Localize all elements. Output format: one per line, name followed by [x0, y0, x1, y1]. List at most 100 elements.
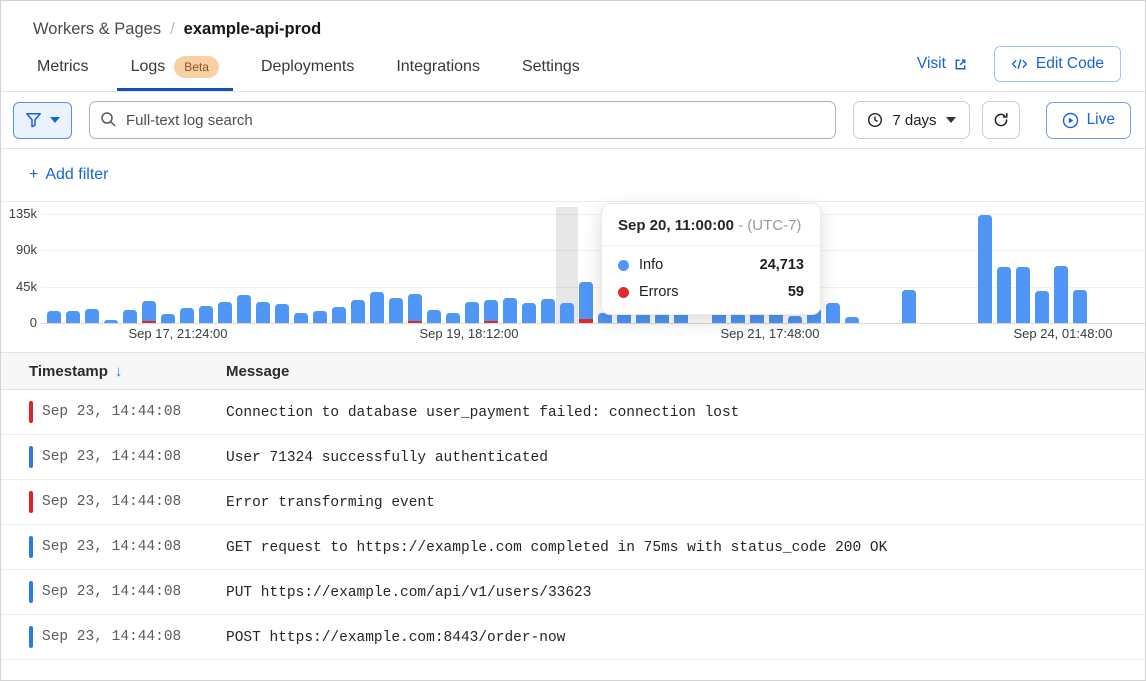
- chart-bar[interactable]: [123, 310, 137, 323]
- search-input[interactable]: [89, 101, 837, 139]
- edit-code-button[interactable]: Edit Code: [993, 46, 1121, 82]
- visit-link[interactable]: Visit: [917, 55, 968, 73]
- search-wrap: [89, 101, 837, 139]
- log-level-indicator: [29, 446, 33, 468]
- chart-bar[interactable]: [522, 302, 536, 323]
- time-range-label: 7 days: [892, 111, 937, 129]
- chart-bar[interactable]: [199, 306, 213, 323]
- chart-bar[interactable]: [427, 310, 441, 323]
- chart-bar[interactable]: [1016, 267, 1030, 323]
- chart-bar[interactable]: [902, 289, 916, 323]
- add-filter-button[interactable]: + Add filter: [29, 166, 108, 184]
- chart-bar[interactable]: [275, 303, 289, 323]
- refresh-button[interactable]: [981, 101, 1020, 139]
- tab-integrations[interactable]: Integrations: [382, 45, 494, 91]
- tab-bar: Metrics Logs Beta Deployments Integratio…: [1, 39, 1145, 92]
- chart-bar[interactable]: [66, 310, 80, 323]
- gridline: [41, 323, 1145, 324]
- table-row[interactable]: Sep 23, 14:44:08 User 71324 successfully…: [1, 435, 1145, 480]
- tab-settings[interactable]: Settings: [508, 45, 594, 91]
- chart-bar[interactable]: [389, 297, 403, 323]
- series-label: Info: [639, 257, 664, 273]
- timestamp-cell: Sep 23, 14:44:08: [1, 446, 226, 468]
- message-cell: Error transforming event: [226, 493, 435, 511]
- refresh-icon: [992, 111, 1010, 129]
- tab-deployments[interactable]: Deployments: [247, 45, 368, 91]
- chart-bar[interactable]: [598, 313, 612, 323]
- beta-badge: Beta: [174, 55, 219, 78]
- x-axis-tick: Sep 19, 18:12:00: [419, 326, 519, 341]
- breadcrumb: Workers & Pages / example-api-prod: [33, 20, 1117, 39]
- tab-label: Settings: [521, 57, 580, 75]
- top-bar: Workers & Pages / example-api-prod: [1, 1, 1145, 39]
- time-range-dropdown[interactable]: 7 days: [853, 101, 970, 139]
- table-row[interactable]: Sep 23, 14:44:08 POST https://example.co…: [1, 615, 1145, 660]
- chart-bar[interactable]: [465, 302, 479, 323]
- chart-bar[interactable]: [560, 303, 574, 323]
- chart-bar[interactable]: [826, 302, 840, 323]
- filter-menu-button[interactable]: [13, 101, 72, 139]
- chart-bar[interactable]: [484, 300, 498, 323]
- chart-bar[interactable]: [218, 302, 232, 323]
- log-volume-chart: 135k 90k 45k 0 Sep 17, 21:24:00 Sep 19, 18:12…: [1, 202, 1145, 352]
- chart-bar[interactable]: [408, 294, 422, 323]
- gridline: [41, 214, 1145, 215]
- log-message: User 71324 successfully authenticated: [226, 450, 548, 466]
- log-timestamp: Sep 23, 14:44:08: [42, 404, 182, 420]
- sort-desc-icon[interactable]: ↓: [114, 362, 123, 380]
- chart-bar[interactable]: [541, 298, 555, 323]
- chart-bar[interactable]: [731, 311, 745, 323]
- breadcrumb-workers-pages[interactable]: Workers & Pages: [33, 20, 162, 38]
- chart-bar[interactable]: [1054, 266, 1068, 323]
- chart-bar[interactable]: [142, 300, 156, 323]
- log-message: GET request to https://example.com compl…: [226, 540, 888, 556]
- log-timestamp: Sep 23, 14:44:08: [42, 494, 182, 510]
- code-icon: [1011, 57, 1028, 71]
- chart-bar[interactable]: [1035, 290, 1049, 323]
- chart-bar[interactable]: [313, 310, 327, 323]
- column-header-timestamp[interactable]: Timestamp ↓: [29, 362, 123, 380]
- chart-bar[interactable]: [104, 319, 118, 323]
- message-cell: PUT https://example.com/api/v1/users/336…: [226, 583, 591, 601]
- tooltip-timezone: - (UTC-7): [738, 217, 802, 234]
- chart-bar[interactable]: [85, 309, 99, 323]
- chart-bar[interactable]: [237, 294, 251, 323]
- log-table: Timestamp ↓ Message Sep 23, 14:44:08 Con…: [1, 352, 1145, 660]
- chart-bar[interactable]: [180, 307, 194, 323]
- chart-bar[interactable]: [370, 292, 384, 323]
- tab-metrics[interactable]: Metrics: [23, 45, 103, 91]
- hover-highlight-band: [556, 207, 578, 323]
- tab-logs[interactable]: Logs Beta: [116, 45, 233, 91]
- header-actions: Visit Edit Code: [917, 45, 1121, 91]
- column-header-message[interactable]: Message: [226, 362, 290, 380]
- chart-bar[interactable]: [256, 302, 270, 323]
- live-button[interactable]: Live: [1045, 101, 1131, 139]
- table-row[interactable]: Sep 23, 14:44:08 GET request to https://…: [1, 525, 1145, 570]
- chart-bar[interactable]: [332, 306, 346, 323]
- table-row[interactable]: Sep 23, 14:44:08 Connection to database …: [1, 390, 1145, 435]
- gridline: [41, 286, 1145, 288]
- table-body: Sep 23, 14:44:08 Connection to database …: [1, 390, 1145, 660]
- chart-bar[interactable]: [997, 267, 1011, 323]
- chart-tooltip: Sep 20, 11:00:00 - (UTC-7) Info 24,713 E…: [601, 203, 821, 315]
- series-label: Errors: [639, 284, 679, 300]
- chart-bar[interactable]: [978, 214, 992, 323]
- chart-bar[interactable]: [294, 313, 308, 323]
- chart-bar[interactable]: [788, 315, 802, 323]
- chart-bar[interactable]: [579, 281, 593, 323]
- add-filter-row: + Add filter: [1, 149, 1145, 202]
- chart-bar[interactable]: [845, 316, 859, 323]
- chevron-down-icon: [945, 117, 956, 123]
- chart-bar[interactable]: [351, 300, 365, 323]
- chart-bar[interactable]: [47, 310, 61, 323]
- chart-bar[interactable]: [446, 313, 460, 323]
- chart-bar[interactable]: [503, 297, 517, 323]
- y-axis-tick: 135k: [8, 206, 37, 221]
- timestamp-cell: Sep 23, 14:44:08: [1, 626, 226, 648]
- table-row[interactable]: Sep 23, 14:44:08 PUT https://example.com…: [1, 570, 1145, 615]
- external-link-icon: [953, 57, 968, 72]
- chart-bar[interactable]: [161, 314, 175, 323]
- chart-bar[interactable]: [1073, 289, 1087, 323]
- table-row[interactable]: Sep 23, 14:44:08 Error transforming even…: [1, 480, 1145, 525]
- tab-label: Metrics: [37, 57, 89, 75]
